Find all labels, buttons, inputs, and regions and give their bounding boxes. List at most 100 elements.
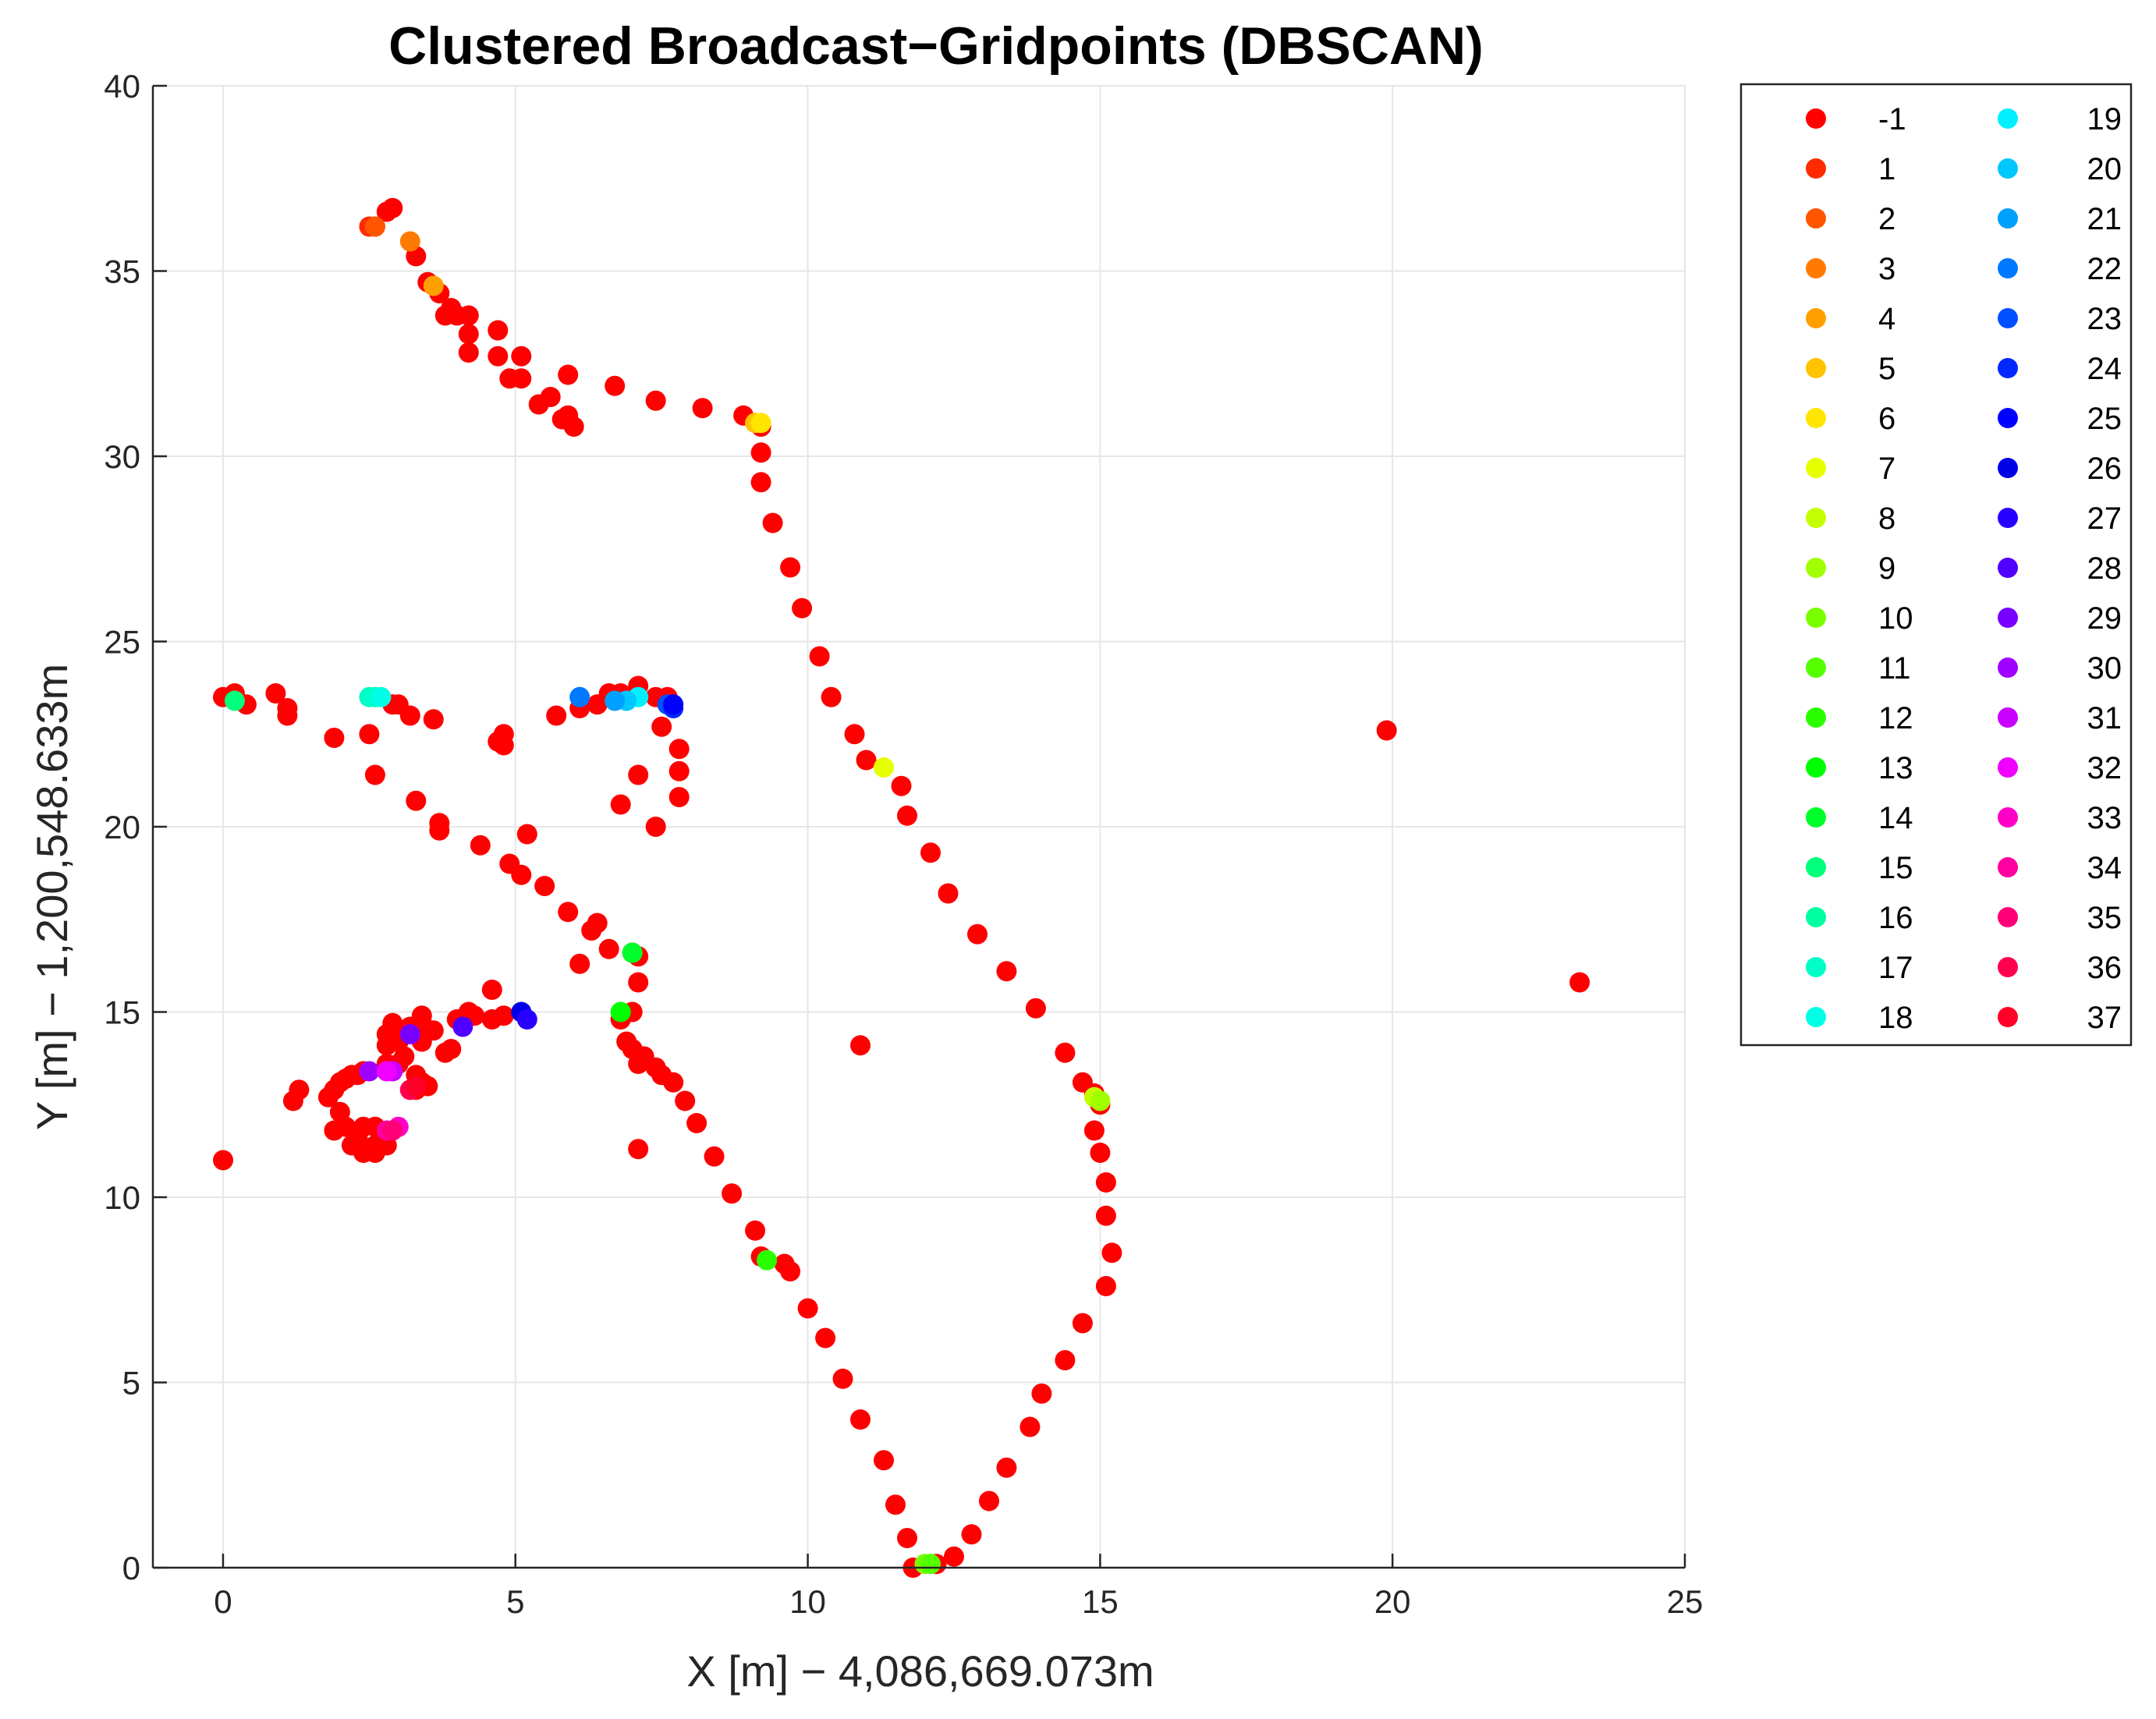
- data-point-cluster--1: [780, 557, 801, 578]
- legend-marker-21: [1998, 208, 2018, 229]
- x-tick-label: 20: [1374, 1583, 1411, 1620]
- data-point-cluster--1: [874, 1450, 894, 1471]
- data-point-cluster--1: [265, 683, 286, 704]
- legend-label-30: 30: [2087, 651, 2122, 686]
- legend-label--1: -1: [1878, 102, 1906, 136]
- data-point-cluster--1: [844, 724, 865, 745]
- data-point-cluster--1: [797, 1298, 818, 1319]
- data-point-cluster--1: [850, 1409, 871, 1430]
- data-point-cluster-11: [920, 1554, 941, 1575]
- legend-label-35: 35: [2087, 901, 2122, 935]
- x-tick-label: 25: [1667, 1583, 1704, 1620]
- data-point-cluster--1: [423, 709, 444, 730]
- legend-marker-17: [1806, 957, 1826, 977]
- data-point-cluster-21: [605, 690, 626, 711]
- data-point-cluster--1: [605, 375, 626, 396]
- legend-label-10: 10: [1878, 601, 1913, 636]
- data-point-cluster--1: [1095, 1205, 1116, 1226]
- data-point-cluster--1: [750, 472, 771, 493]
- data-point-cluster--1: [891, 775, 912, 796]
- data-point-cluster--1: [563, 416, 584, 437]
- data-point-cluster--1: [359, 724, 380, 745]
- y-tick-label: 5: [122, 1365, 140, 1402]
- legend-marker-19: [1998, 108, 2018, 129]
- data-point-cluster--1: [1101, 1242, 1122, 1264]
- grid-lines: [153, 85, 1686, 1568]
- data-point-cluster--1: [897, 1528, 917, 1548]
- data-points: [213, 197, 1590, 1578]
- legend-marker-34: [1998, 857, 2018, 877]
- data-point-cluster--1: [493, 735, 514, 756]
- data-point-cluster--1: [897, 805, 917, 826]
- data-point-cluster--1: [488, 346, 509, 367]
- legend-marker-37: [1998, 1007, 2018, 1027]
- data-point-cluster--1: [832, 1368, 853, 1389]
- legend-marker-9: [1806, 558, 1826, 578]
- legend-label-31: 31: [2087, 701, 2122, 735]
- data-point-cluster--1: [1376, 720, 1397, 741]
- legend-label-24: 24: [2087, 352, 2122, 386]
- data-point-cluster--1: [493, 1005, 514, 1026]
- data-point-cluster-37: [406, 1076, 427, 1097]
- data-point-cluster--1: [885, 1494, 906, 1515]
- legend-label-27: 27: [2087, 502, 2122, 536]
- data-point-cluster--1: [516, 824, 537, 845]
- legend-label-33: 33: [2087, 801, 2122, 835]
- data-point-cluster--1: [1031, 1383, 1052, 1404]
- data-point-cluster-13: [610, 1001, 631, 1023]
- data-point-cluster--1: [458, 324, 479, 345]
- data-point-cluster--1: [944, 1546, 964, 1567]
- data-point-cluster-27: [516, 1009, 537, 1030]
- legend-label-8: 8: [1878, 502, 1895, 536]
- legend-marker-8: [1806, 508, 1826, 528]
- data-point-cluster-12: [757, 1249, 778, 1271]
- data-point-cluster--1: [558, 902, 579, 923]
- legend-label-15: 15: [1878, 851, 1913, 885]
- data-point-cluster--1: [558, 364, 579, 385]
- legend-label-16: 16: [1878, 901, 1913, 935]
- x-tick-label: 5: [506, 1583, 524, 1620]
- y-tick-label: 0: [122, 1550, 140, 1586]
- x-tick-label: 10: [789, 1583, 826, 1620]
- legend-label-20: 20: [2087, 152, 2122, 186]
- legend-marker-12: [1806, 707, 1826, 728]
- legend-marker-29: [1998, 608, 2018, 628]
- data-point-cluster-25: [663, 694, 684, 715]
- data-point-cluster--1: [628, 1139, 649, 1160]
- legend-label-5: 5: [1878, 352, 1895, 386]
- data-point-cluster--1: [499, 853, 520, 874]
- y-tick-label: 40: [104, 68, 140, 105]
- data-point-cluster--1: [750, 442, 771, 463]
- data-point-cluster--1: [458, 342, 479, 363]
- data-point-cluster--1: [821, 686, 842, 707]
- data-point-cluster--1: [324, 728, 345, 748]
- data-point-cluster--1: [481, 980, 502, 1000]
- legend-label-14: 14: [1878, 801, 1913, 835]
- data-point-cluster--1: [1055, 1042, 1076, 1063]
- legend-label-4: 4: [1878, 302, 1895, 336]
- data-point-cluster--1: [979, 1490, 999, 1512]
- legend-label-19: 19: [2087, 102, 2122, 136]
- data-point-cluster--1: [967, 923, 988, 945]
- data-point-cluster-2: [364, 216, 385, 237]
- data-point-cluster--1: [1025, 998, 1046, 1019]
- legend-marker-36: [1998, 957, 2018, 977]
- data-point-cluster--1: [668, 760, 690, 782]
- legend-marker-33: [1998, 807, 2018, 828]
- data-point-cluster--1: [762, 512, 783, 533]
- data-point-cluster-14: [622, 942, 643, 963]
- legend-label-29: 29: [2087, 601, 2122, 636]
- data-point-cluster--1: [1095, 1276, 1116, 1296]
- data-point-cluster--1: [856, 750, 877, 771]
- legend-marker-30: [1998, 657, 2018, 678]
- data-point-cluster--1: [411, 1005, 432, 1026]
- chart-title: Clustered Broadcast−Gridpoints (DBSCAN): [388, 16, 1484, 76]
- data-point-cluster--1: [961, 1524, 982, 1545]
- legend-marker-31: [1998, 707, 2018, 728]
- data-point-cluster--1: [920, 842, 941, 863]
- legend-marker--1: [1806, 108, 1826, 129]
- data-point-cluster--1: [1095, 1172, 1116, 1193]
- data-point-cluster--1: [569, 953, 590, 974]
- legend-marker-13: [1806, 757, 1826, 778]
